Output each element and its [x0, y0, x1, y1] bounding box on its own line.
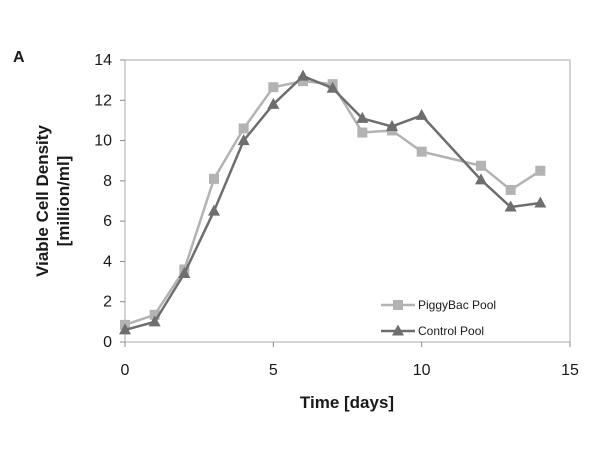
data-point-control-pool: [475, 173, 487, 185]
data-point-piggybac-pool: [416, 146, 427, 157]
y-tick-label: 4: [103, 253, 112, 270]
data-point-piggybac-pool: [298, 76, 308, 87]
legend-swatch-marker: [392, 324, 404, 336]
y-tick-label: 10: [94, 133, 112, 150]
x-tick-label: 5: [269, 362, 278, 379]
data-point-piggybac-pool: [357, 127, 368, 138]
series-line-control-pool: [124, 74, 541, 332]
series-piggybac-pool: [120, 76, 546, 330]
y-tick-label: 0: [103, 334, 112, 351]
data-point-piggybac-pool: [149, 309, 160, 320]
series-layer: [119, 69, 547, 335]
panel-label: A: [13, 49, 25, 66]
data-point-control-pool: [504, 200, 517, 212]
data-point-piggybac-pool: [476, 160, 486, 171]
y-tick-label: 6: [103, 213, 112, 230]
data-point-control-pool: [237, 134, 250, 146]
y-tick-label: 14: [94, 52, 112, 69]
y-tick-label: 12: [94, 92, 112, 109]
x-tick-label: 10: [413, 362, 431, 379]
data-point-control-pool: [119, 323, 131, 335]
series-line-piggybac-pool: [124, 79, 542, 327]
data-point-control-pool: [356, 111, 369, 123]
data-point-piggybac-pool: [238, 123, 249, 134]
x-tick-label: 15: [561, 362, 579, 379]
data-point-control-pool: [148, 315, 161, 327]
data-point-control-pool: [386, 119, 398, 131]
y-axis-title: Viable Cell Density [million/ml]: [33, 125, 73, 277]
y-tick-label: 8: [103, 173, 112, 190]
data-point-control-pool: [297, 69, 309, 81]
data-point-control-pool: [267, 97, 280, 109]
plot-frame: [124, 59, 571, 343]
data-point-control-pool: [326, 81, 339, 93]
y-axis-title-line-2: [million/ml]: [54, 156, 73, 247]
legend-swatch-marker: [393, 300, 403, 310]
x-axis-title: Time [days]: [300, 393, 394, 412]
y-axis-title-line-1: Viable Cell Density: [33, 125, 52, 277]
legend-item-control-pool: Control Pool: [381, 324, 484, 338]
x-axis-ticks: 0 5 10 15: [121, 342, 579, 379]
legend-item-piggybac-pool: PiggyBac Pool: [381, 298, 496, 312]
data-point-piggybac-pool: [209, 173, 219, 184]
x-tick-label: 0: [121, 362, 130, 379]
legend-label: PiggyBac Pool: [418, 298, 496, 312]
data-point-piggybac-pool: [505, 184, 516, 195]
data-point-control-pool: [208, 204, 220, 216]
y-tick-label: 2: [103, 294, 112, 311]
series-control-pool: [119, 69, 547, 335]
y-axis-ticks: 0 2 4 6 8 10 12 14: [94, 52, 125, 351]
data-point-control-pool: [534, 196, 547, 208]
legend-label: Control Pool: [418, 324, 484, 338]
data-point-control-pool: [178, 267, 191, 279]
data-point-piggybac-pool: [535, 165, 546, 176]
legend: PiggyBac Pool Control Pool: [381, 298, 496, 338]
data-point-control-pool: [415, 108, 428, 120]
data-point-piggybac-pool: [268, 82, 279, 93]
